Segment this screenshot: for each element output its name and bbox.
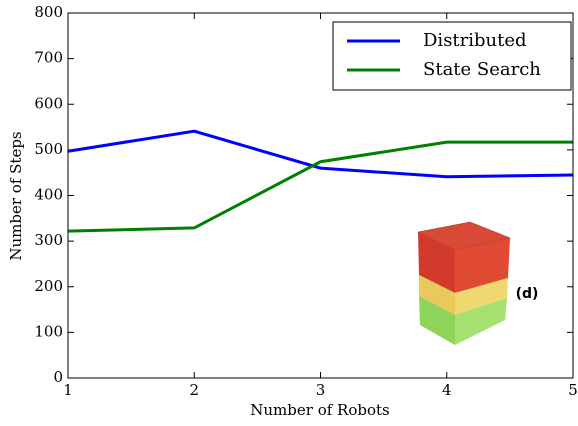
y-tick-label: 300 bbox=[34, 231, 63, 249]
y-tick-label: 700 bbox=[34, 49, 63, 67]
y-tick-label: 800 bbox=[34, 3, 63, 21]
x-tick-label: 1 bbox=[63, 381, 73, 399]
y-tick-label: 400 bbox=[34, 186, 63, 204]
series-line bbox=[67, 140, 573, 233]
y-tick-label: 600 bbox=[34, 94, 63, 112]
plot-frame bbox=[67, 12, 574, 379]
y-tick-label: 100 bbox=[34, 322, 63, 340]
x-tick-label: 4 bbox=[442, 381, 452, 399]
legend-box bbox=[332, 21, 572, 91]
y-axis-label: Number of Steps bbox=[7, 131, 25, 260]
y-tick-label: 0 bbox=[53, 368, 63, 386]
legend-label: State Search bbox=[423, 59, 541, 80]
series-line bbox=[67, 129, 574, 179]
annotation: (d) bbox=[516, 286, 539, 302]
x-axis-label: Number of Robots bbox=[250, 401, 389, 419]
inset-image bbox=[417, 221, 512, 345]
y-tick-label: 500 bbox=[34, 140, 63, 158]
legend-label: Distributed bbox=[423, 30, 527, 51]
x-tick-label: 5 bbox=[568, 381, 578, 399]
x-tick-label: 2 bbox=[189, 381, 199, 399]
x-tick-label: 3 bbox=[316, 381, 326, 399]
y-tick-label: 200 bbox=[34, 277, 63, 295]
